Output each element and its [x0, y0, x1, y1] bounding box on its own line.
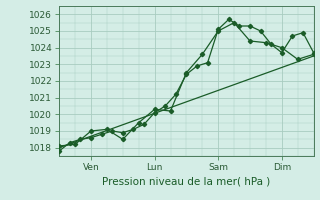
X-axis label: Pression niveau de la mer( hPa ): Pression niveau de la mer( hPa ) [102, 176, 270, 186]
